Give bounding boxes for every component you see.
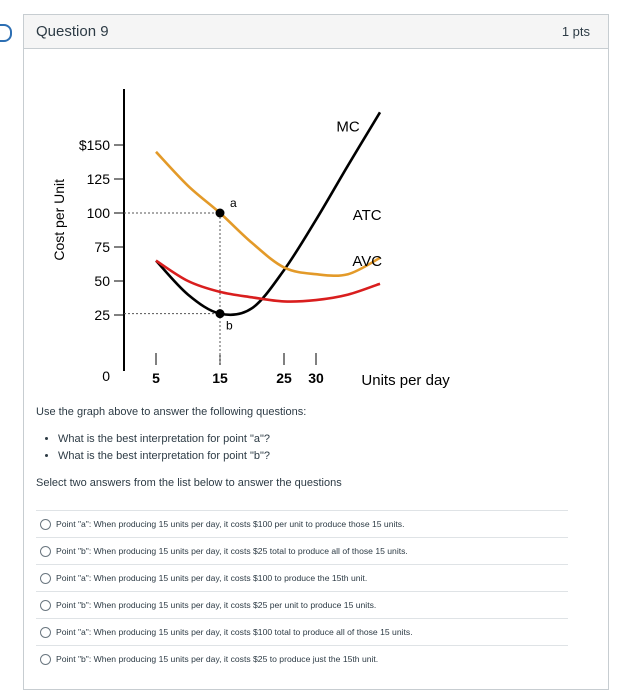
answer-label: Point "a": When producing 15 units per d…	[56, 627, 413, 637]
y-tick-label: 75	[94, 239, 110, 255]
y-tick-label: $150	[79, 137, 110, 153]
label-avc: AVC	[352, 253, 382, 270]
x-tick-label: 25	[276, 370, 292, 386]
question-points: 1 pts	[561, 24, 590, 39]
y-tick-label: 100	[87, 205, 111, 221]
question-title: Question 9	[36, 23, 109, 40]
point-label-a: a	[230, 196, 237, 210]
label-atc: ATC	[353, 207, 382, 224]
x-tick-label: 5	[152, 370, 160, 386]
answer-option[interactable]: Point "b": When producing 15 units per d…	[36, 537, 568, 564]
question-card: Question 9 1 pts Cost per Unit $150 125 100…	[23, 14, 609, 690]
curve-mc	[155, 111, 382, 317]
question-flag-marker	[0, 24, 12, 42]
prompt-text: Use the graph above to answer the follow…	[36, 406, 307, 418]
checkbox-icon[interactable]	[40, 545, 51, 557]
answer-option[interactable]: Point "a": When producing 15 units per d…	[36, 564, 568, 591]
answer-option[interactable]: Point "a": When producing 15 units per d…	[36, 510, 568, 537]
answer-label: Point "a": When producing 15 units per d…	[56, 573, 368, 583]
cost-curves-chart: Cost per Unit $150 125 100 75 50 25 0 5 15 25 30 Uni…	[36, 79, 476, 404]
point-a	[215, 208, 225, 218]
x-tick-label: 15	[212, 370, 228, 386]
question-bullets: What is the best interpretation for poin…	[36, 431, 270, 465]
y-tick-label: 125	[87, 171, 111, 187]
origin-label: 0	[102, 368, 110, 384]
checkbox-icon[interactable]	[40, 572, 51, 584]
point-label-b: b	[226, 319, 233, 333]
y-axis-label: Cost per Unit	[51, 179, 67, 261]
answer-option[interactable]: Point "b": When producing 15 units per d…	[36, 645, 568, 672]
answer-option[interactable]: Point "b": When producing 15 units per d…	[36, 591, 568, 618]
checkbox-icon[interactable]	[40, 518, 51, 530]
y-tick-label: 50	[94, 273, 110, 289]
answer-label: Point "a": When producing 15 units per d…	[56, 519, 405, 529]
answer-list: Point "a": When producing 15 units per d…	[36, 510, 568, 672]
y-tick-label: 25	[94, 307, 110, 323]
curve-avc	[155, 259, 381, 303]
answer-label: Point "b": When producing 15 units per d…	[56, 600, 377, 610]
checkbox-icon[interactable]	[40, 626, 51, 638]
answer-label: Point "b": When producing 15 units per d…	[56, 654, 379, 664]
bullet-point-b: What is the best interpretation for poin…	[58, 448, 270, 465]
answer-label: Point "b": When producing 15 units per d…	[56, 546, 408, 556]
x-axis-label: Units per day	[361, 372, 450, 389]
label-mc: MC	[336, 118, 359, 135]
checkbox-icon[interactable]	[40, 653, 51, 665]
chart-svg: Cost per Unit $150 125 100 75 50 25 0 5 15 25 30 Uni…	[51, 89, 450, 389]
point-b	[215, 309, 225, 319]
instruction-text: Select two answers from the list below t…	[36, 477, 342, 489]
answer-option[interactable]: Point "a": When producing 15 units per d…	[36, 618, 568, 645]
x-tick-label: 30	[308, 370, 324, 386]
checkbox-icon[interactable]	[40, 599, 51, 611]
curve-atc	[155, 150, 381, 277]
question-header: Question 9 1 pts	[24, 15, 608, 49]
bullet-point-a: What is the best interpretation for poin…	[58, 431, 270, 448]
